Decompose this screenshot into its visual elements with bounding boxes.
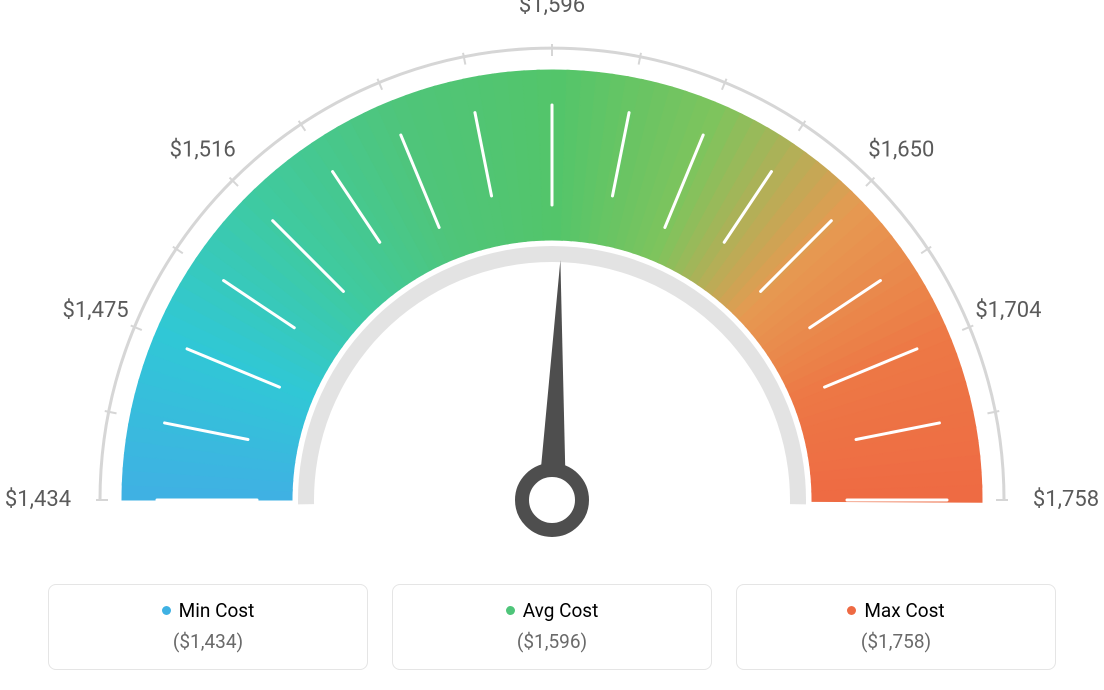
- legend-label-avg: Avg Cost: [523, 599, 599, 622]
- legend-dot-min: [162, 606, 171, 615]
- legend-card-min: Min Cost ($1,434): [48, 584, 368, 670]
- svg-text:$1,516: $1,516: [170, 138, 236, 163]
- legend-card-max: Max Cost ($1,758): [736, 584, 1056, 670]
- svg-text:$1,704: $1,704: [975, 298, 1041, 323]
- svg-text:$1,434: $1,434: [5, 487, 71, 512]
- legend-row: Min Cost ($1,434) Avg Cost ($1,596) Max …: [0, 584, 1104, 670]
- svg-text:$1,475: $1,475: [63, 298, 129, 323]
- legend-dot-max: [847, 606, 856, 615]
- gauge-chart: $1,434 $1,475 $1,516 $1,596 $1,650 $1,704 $1,7…: [0, 0, 1104, 560]
- legend-value-max: ($1,758): [755, 630, 1037, 653]
- legend-title-max: Max Cost: [847, 599, 944, 622]
- legend-label-max: Max Cost: [864, 599, 944, 622]
- svg-text:$1,596: $1,596: [519, 0, 585, 18]
- legend-label-min: Min Cost: [179, 599, 255, 622]
- legend-title-min: Min Cost: [162, 599, 255, 622]
- legend-title-avg: Avg Cost: [506, 599, 599, 622]
- legend-value-min: ($1,434): [67, 630, 349, 653]
- gauge-svg: $1,434 $1,475 $1,516 $1,596 $1,650 $1,704 $1,7…: [0, 0, 1104, 560]
- svg-text:$1,650: $1,650: [868, 138, 934, 163]
- svg-text:$1,758: $1,758: [1033, 487, 1099, 512]
- legend-value-avg: ($1,596): [411, 630, 693, 653]
- legend-dot-avg: [506, 606, 515, 615]
- legend-card-avg: Avg Cost ($1,596): [392, 584, 712, 670]
